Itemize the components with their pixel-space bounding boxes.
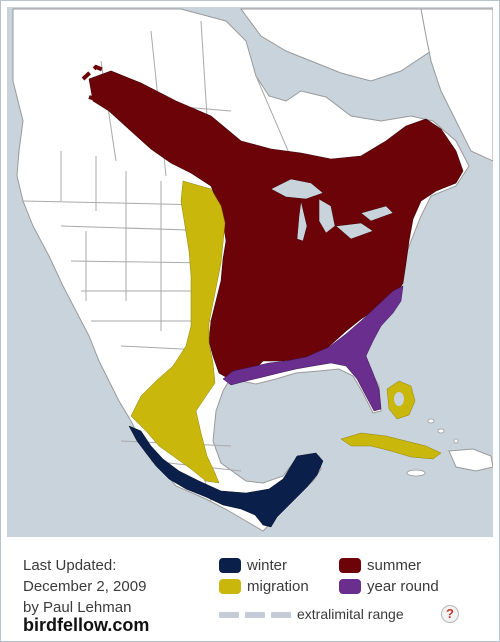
winter-swatch <box>219 558 241 573</box>
last-updated-label: Last Updated: <box>23 557 117 574</box>
brand-logo-text: birdfellow.com <box>23 615 150 635</box>
extralimital-swatch-dash-2 <box>245 612 265 618</box>
great-lakes <box>270 178 394 242</box>
map-legend: Last Updated: December 2, 2009 by Paul L… <box>7 541 493 637</box>
legend-extralimital-label: extralimital range <box>297 606 404 622</box>
caribbean-islands <box>406 418 459 477</box>
winter-range <box>128 425 324 528</box>
migration-swatch <box>219 579 241 594</box>
legend-winter-label: winter <box>247 557 288 574</box>
extralimital-range <box>81 64 107 81</box>
migration-cuba <box>340 432 442 460</box>
range-map <box>7 7 493 537</box>
extralimital-swatch-dash-1 <box>219 612 239 618</box>
legend-year-round-label: year round <box>367 578 439 595</box>
last-updated-date: December 2, 2009 <box>23 578 147 595</box>
extralimital-swatch-dash-3 <box>271 612 291 618</box>
summer-swatch <box>339 558 361 573</box>
extralimital-range-2 <box>88 95 102 103</box>
arctic-islands <box>240 8 442 82</box>
legend-summer-label: summer <box>367 557 422 574</box>
hispaniola-land <box>448 448 493 472</box>
year-round-swatch <box>339 579 361 594</box>
author-credit: by Paul Lehman <box>23 599 132 616</box>
range-map-svg <box>12 8 493 532</box>
bahamas-hole <box>394 392 404 406</box>
greenland-land <box>420 8 493 162</box>
help-icon[interactable]: ? <box>441 605 459 623</box>
migration-range <box>130 180 226 484</box>
year-round-range <box>222 285 404 412</box>
legend-migration-label: migration <box>247 578 309 595</box>
